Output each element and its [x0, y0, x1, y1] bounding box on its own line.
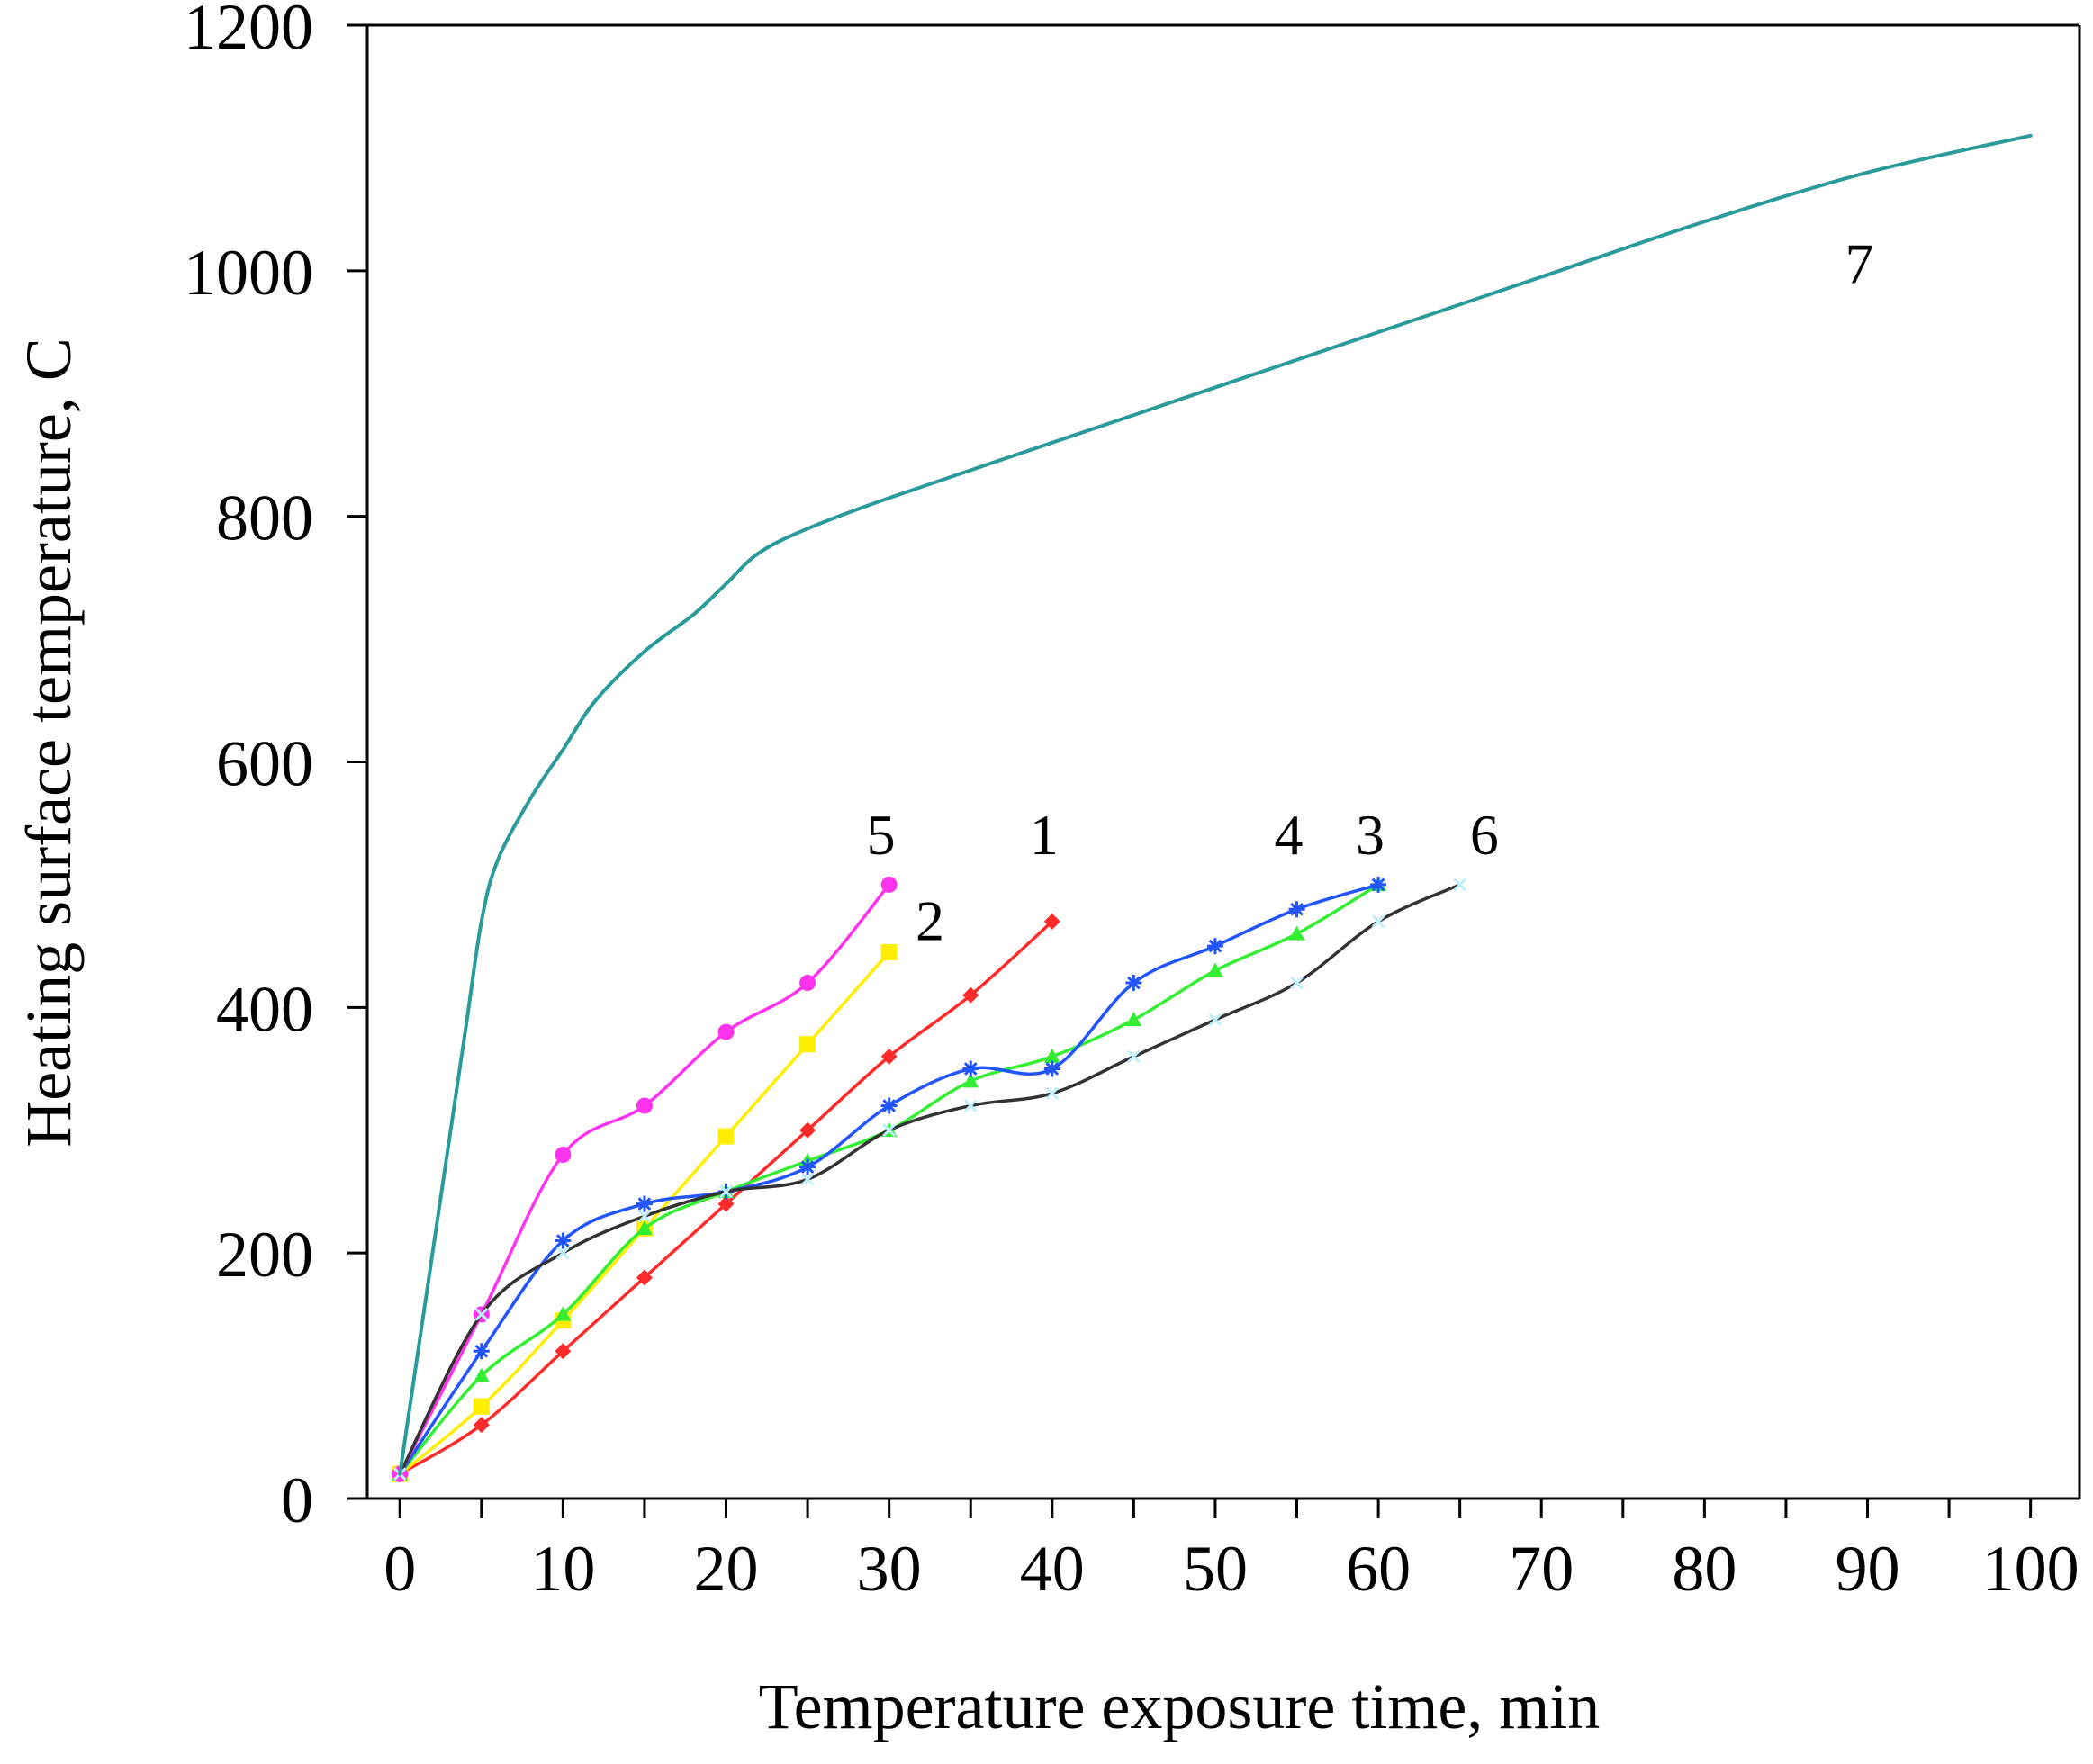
x-tick-label: 90	[1836, 1533, 1900, 1605]
series-3-point	[1206, 962, 1223, 977]
series-5-point	[636, 1097, 653, 1114]
series-4-point	[1125, 975, 1142, 992]
x-tick-label: 20	[694, 1533, 759, 1605]
series-6-point	[1371, 914, 1385, 929]
series-4-point	[473, 1343, 490, 1360]
series-4-point	[962, 1060, 979, 1077]
series-1	[392, 913, 1060, 1482]
series-3-point	[555, 1306, 572, 1321]
x-tick-label: 0	[383, 1533, 416, 1605]
series-6-point	[474, 1308, 489, 1321]
series-2-point	[799, 1036, 816, 1053]
series-4-point	[1370, 876, 1387, 893]
series-6-point	[719, 1184, 733, 1199]
y-tick-label: 200	[216, 1219, 313, 1291]
y-tick-label: 800	[216, 482, 313, 554]
y-tick-label: 0	[281, 1464, 313, 1536]
series-3-point	[962, 1073, 979, 1088]
series-label-4: 4	[1274, 803, 1303, 867]
series-6-point	[637, 1209, 652, 1223]
series-1-point	[799, 1121, 816, 1138]
x-axis-ticks: 0 10 20 30 40 50 60 70 80 90 100	[383, 1498, 2079, 1605]
x-tick-label: 70	[1509, 1533, 1574, 1605]
x-tick-label: 40	[1020, 1533, 1085, 1605]
series-6-point	[1290, 976, 1304, 990]
series-3-point	[473, 1367, 490, 1382]
series-1-point	[880, 1048, 898, 1065]
series-label-6: 6	[1470, 803, 1499, 867]
series-7	[398, 133, 2033, 1476]
series-4-point	[1043, 1060, 1060, 1077]
series-label-3: 3	[1356, 803, 1385, 867]
series-4-point	[636, 1195, 653, 1212]
series-3-point	[636, 1220, 653, 1236]
series-label-7: 7	[1845, 231, 1873, 295]
series-5-point	[555, 1147, 572, 1164]
x-tick-label: 60	[1346, 1533, 1411, 1605]
series-6-point	[882, 1123, 897, 1138]
series-4-point	[555, 1232, 572, 1249]
series-6-point	[1453, 878, 1467, 892]
y-tick-label: 1000	[184, 237, 313, 309]
series-6-point	[963, 1099, 978, 1112]
series-1-point	[473, 1417, 490, 1434]
series-4-point	[799, 1158, 816, 1175]
series-5-point	[799, 975, 816, 992]
series-layer	[392, 133, 2033, 1482]
series-4-point	[1206, 938, 1223, 955]
y-tick-label: 400	[216, 973, 313, 1045]
series-1-point	[962, 986, 979, 1004]
series-2-point	[717, 1128, 735, 1145]
series-4-point	[880, 1097, 898, 1114]
series-4-point	[1288, 901, 1305, 918]
series-3-point	[1043, 1048, 1060, 1064]
x-axis-title: Temperature exposure time, min	[759, 1670, 1601, 1742]
series-label-1: 1	[1030, 803, 1059, 867]
series-2-point	[473, 1398, 490, 1415]
series-labels: 52 1 4 3 6 7	[867, 231, 1874, 952]
y-axis-title: Heating surface temperature, C	[13, 338, 85, 1148]
x-tick-label: 50	[1183, 1533, 1248, 1605]
y-axis-ticks: 0 200 400 600 800 1000 1200	[184, 0, 367, 1536]
series-6-point	[1045, 1086, 1060, 1101]
series-5-point	[717, 1023, 735, 1040]
series-1-point	[717, 1195, 735, 1212]
series-6	[392, 878, 1467, 1481]
series-1-point	[555, 1343, 572, 1360]
series-3-point	[1125, 1011, 1142, 1027]
series-1-point	[1043, 913, 1060, 930]
series-6-point	[1208, 1012, 1222, 1027]
series-6-point	[1127, 1049, 1141, 1064]
series-label-5: 5	[867, 803, 896, 867]
series-6-line	[398, 883, 1462, 1476]
series-1-point	[636, 1269, 653, 1286]
series-label-2: 2	[916, 888, 944, 952]
y-tick-label: 1200	[184, 0, 313, 63]
series-6-point	[800, 1172, 815, 1186]
series-2-point	[880, 943, 898, 960]
series-3-point	[1288, 925, 1305, 940]
x-tick-label: 10	[530, 1533, 595, 1605]
series-5-point	[880, 876, 898, 893]
x-tick-label: 100	[1982, 1533, 2079, 1605]
y-tick-label: 600	[216, 728, 313, 800]
x-tick-label: 80	[1672, 1533, 1737, 1605]
x-tick-label: 30	[857, 1533, 922, 1605]
series-6-point	[556, 1246, 570, 1260]
series-7-line	[398, 133, 2033, 1476]
